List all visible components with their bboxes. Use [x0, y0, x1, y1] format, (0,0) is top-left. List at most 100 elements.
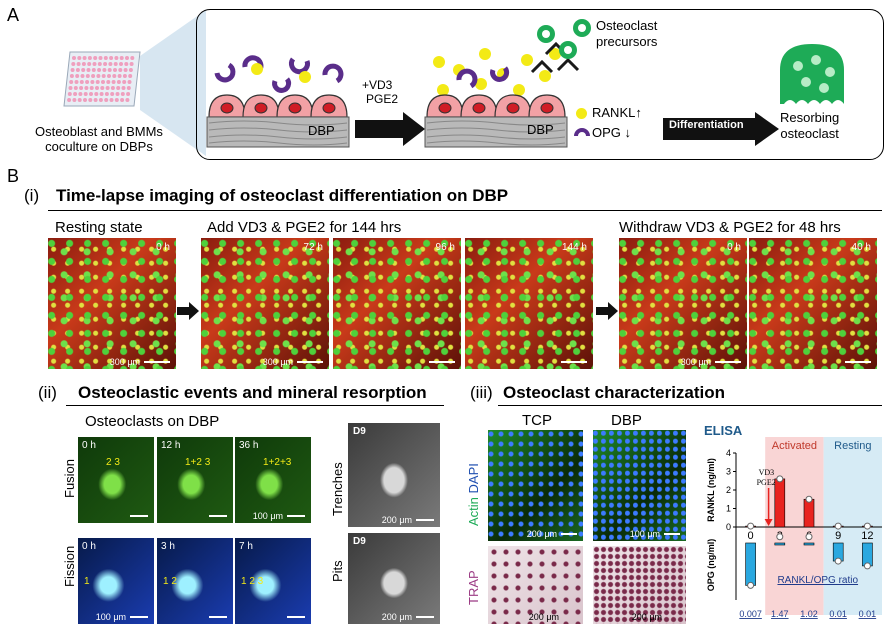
section-ii-rule [66, 405, 444, 406]
section-ii-title: Osteoclastic events and mineral resorpti… [78, 383, 427, 402]
fission-image-tile: 3 h 1 2 [157, 538, 233, 624]
time-label: 12 h [161, 440, 181, 451]
y-tick-label: 3 [726, 467, 731, 477]
plate-well [120, 98, 125, 102]
plate-well [97, 62, 102, 66]
precursors-line-2: precursors [596, 34, 658, 49]
timelapse-image-tile: 0 h 300 μm [48, 238, 176, 369]
opg-axis-label: OPG (ng/ml) [706, 539, 716, 592]
opg-legend-label: OPG ↓ [592, 125, 632, 140]
opg-legend-icon [574, 128, 590, 137]
plate-well [119, 62, 123, 66]
plate-well [87, 62, 92, 66]
time-label: 36 h [239, 440, 259, 451]
actin-dapi-label: Actin DAPI [466, 463, 481, 526]
precursors-label: Osteoclast precursors [596, 18, 657, 50]
plate-well [106, 80, 111, 84]
y-tick-label: 0 [726, 522, 731, 532]
cell-annotation: 1 2 3 [241, 576, 264, 587]
plate-well [121, 86, 126, 90]
trap-label: TRAP [466, 570, 481, 605]
plate-well [85, 74, 90, 78]
rankl-legend-dot [576, 108, 587, 119]
plate-well [69, 74, 74, 78]
dbp-side-label: DBP [28, 281, 45, 312]
cell-annotation: 1+2 3 [185, 457, 211, 468]
plate-well [83, 92, 88, 96]
zoom-projection [140, 10, 206, 156]
trenches-image-tile: D9 200 μm [348, 423, 440, 527]
fusion-image-tile: 36 h 1+2+3 100 μm [235, 437, 311, 523]
plate-well [119, 56, 124, 60]
scale-bar [130, 515, 148, 517]
plate-well [87, 56, 92, 60]
plate-well [73, 86, 78, 90]
plate-well [112, 74, 117, 78]
plate-well [74, 80, 79, 84]
scale-bar-label: 300 μm [680, 357, 711, 367]
plate-well [69, 80, 74, 84]
fission-label: Fission [62, 545, 77, 587]
plate-well [109, 56, 114, 60]
arrow-right-icon [177, 302, 199, 320]
cell-annotation: 1 2 [163, 576, 177, 587]
rankl-axis-label: RANKL (ng/ml) [706, 458, 716, 522]
scale-bar-label: 100 μm [252, 511, 283, 521]
rankl-point [863, 522, 871, 530]
ratio-value: 1.02 [800, 609, 818, 619]
dbp-fluorescence-tile: 100 μm [593, 430, 686, 541]
rankl-point [834, 522, 842, 530]
ratio-value: 0.01 [829, 609, 847, 619]
rankl-legend-label: RANKL↑ [592, 105, 642, 120]
timelapse-image-tile: 0 h 300 μm [619, 238, 747, 369]
plate-well [91, 74, 96, 78]
plate-well [111, 80, 116, 84]
plate-well [126, 92, 131, 96]
y-tick-label: 2 [726, 485, 731, 495]
scale-bar [209, 515, 227, 517]
plate-well [114, 56, 119, 60]
scale-bar [416, 616, 434, 618]
plate-well [114, 98, 119, 102]
plate-caption: Osteoblast and BMMs coculture on DBPs [24, 124, 174, 154]
plate-well [86, 68, 91, 72]
opg-point [805, 533, 813, 541]
dbp-label-right: DBP [527, 122, 554, 137]
timelapse-image-tile: 40 h [749, 238, 877, 369]
time-label: 3 h [161, 541, 175, 552]
y-tick-label: 1 [726, 504, 731, 514]
time-label: 96 h [435, 242, 455, 253]
treatment-line-2: PGE2 [366, 92, 399, 106]
dbp-scaffold-left [206, 55, 350, 148]
treatment-line-1: +VD3 [362, 78, 393, 92]
dbp-trap-tile: 200 μm [593, 546, 686, 624]
plate-well [113, 62, 118, 66]
time-label: 0 h [82, 440, 96, 451]
plate-well [91, 68, 96, 72]
plate-well [89, 92, 93, 96]
tcp-trap-tile: 200 μm [488, 546, 583, 624]
scale-bar-label: 200 μm [631, 612, 662, 622]
plate-well [80, 74, 85, 78]
plate-well [118, 68, 123, 72]
scale-bar [144, 361, 170, 363]
plate-well [125, 56, 129, 60]
plate-well [116, 80, 121, 84]
plate-well [122, 80, 127, 84]
resting-state-label: Resting state [55, 219, 143, 236]
plate-well [67, 98, 72, 102]
plate-well [104, 98, 109, 102]
scale-bar-label: 200 μm [381, 612, 412, 622]
x-tick-label: 9 [835, 530, 841, 542]
tcp-column-label: TCP [522, 412, 552, 429]
dbp-scaffold-right [424, 48, 568, 148]
plate-well [76, 62, 81, 66]
plate-well [93, 98, 98, 102]
elisa-title: ELISA [704, 425, 743, 438]
activated-band [765, 437, 824, 615]
section-ii-label: (ii) [38, 383, 57, 402]
plate-caption-line-2: coculture on DBPs [45, 139, 153, 154]
panel-a-frame [196, 9, 884, 160]
add-vd3-label: Add VD3 & PGE2 for 144 hrs [207, 219, 402, 236]
